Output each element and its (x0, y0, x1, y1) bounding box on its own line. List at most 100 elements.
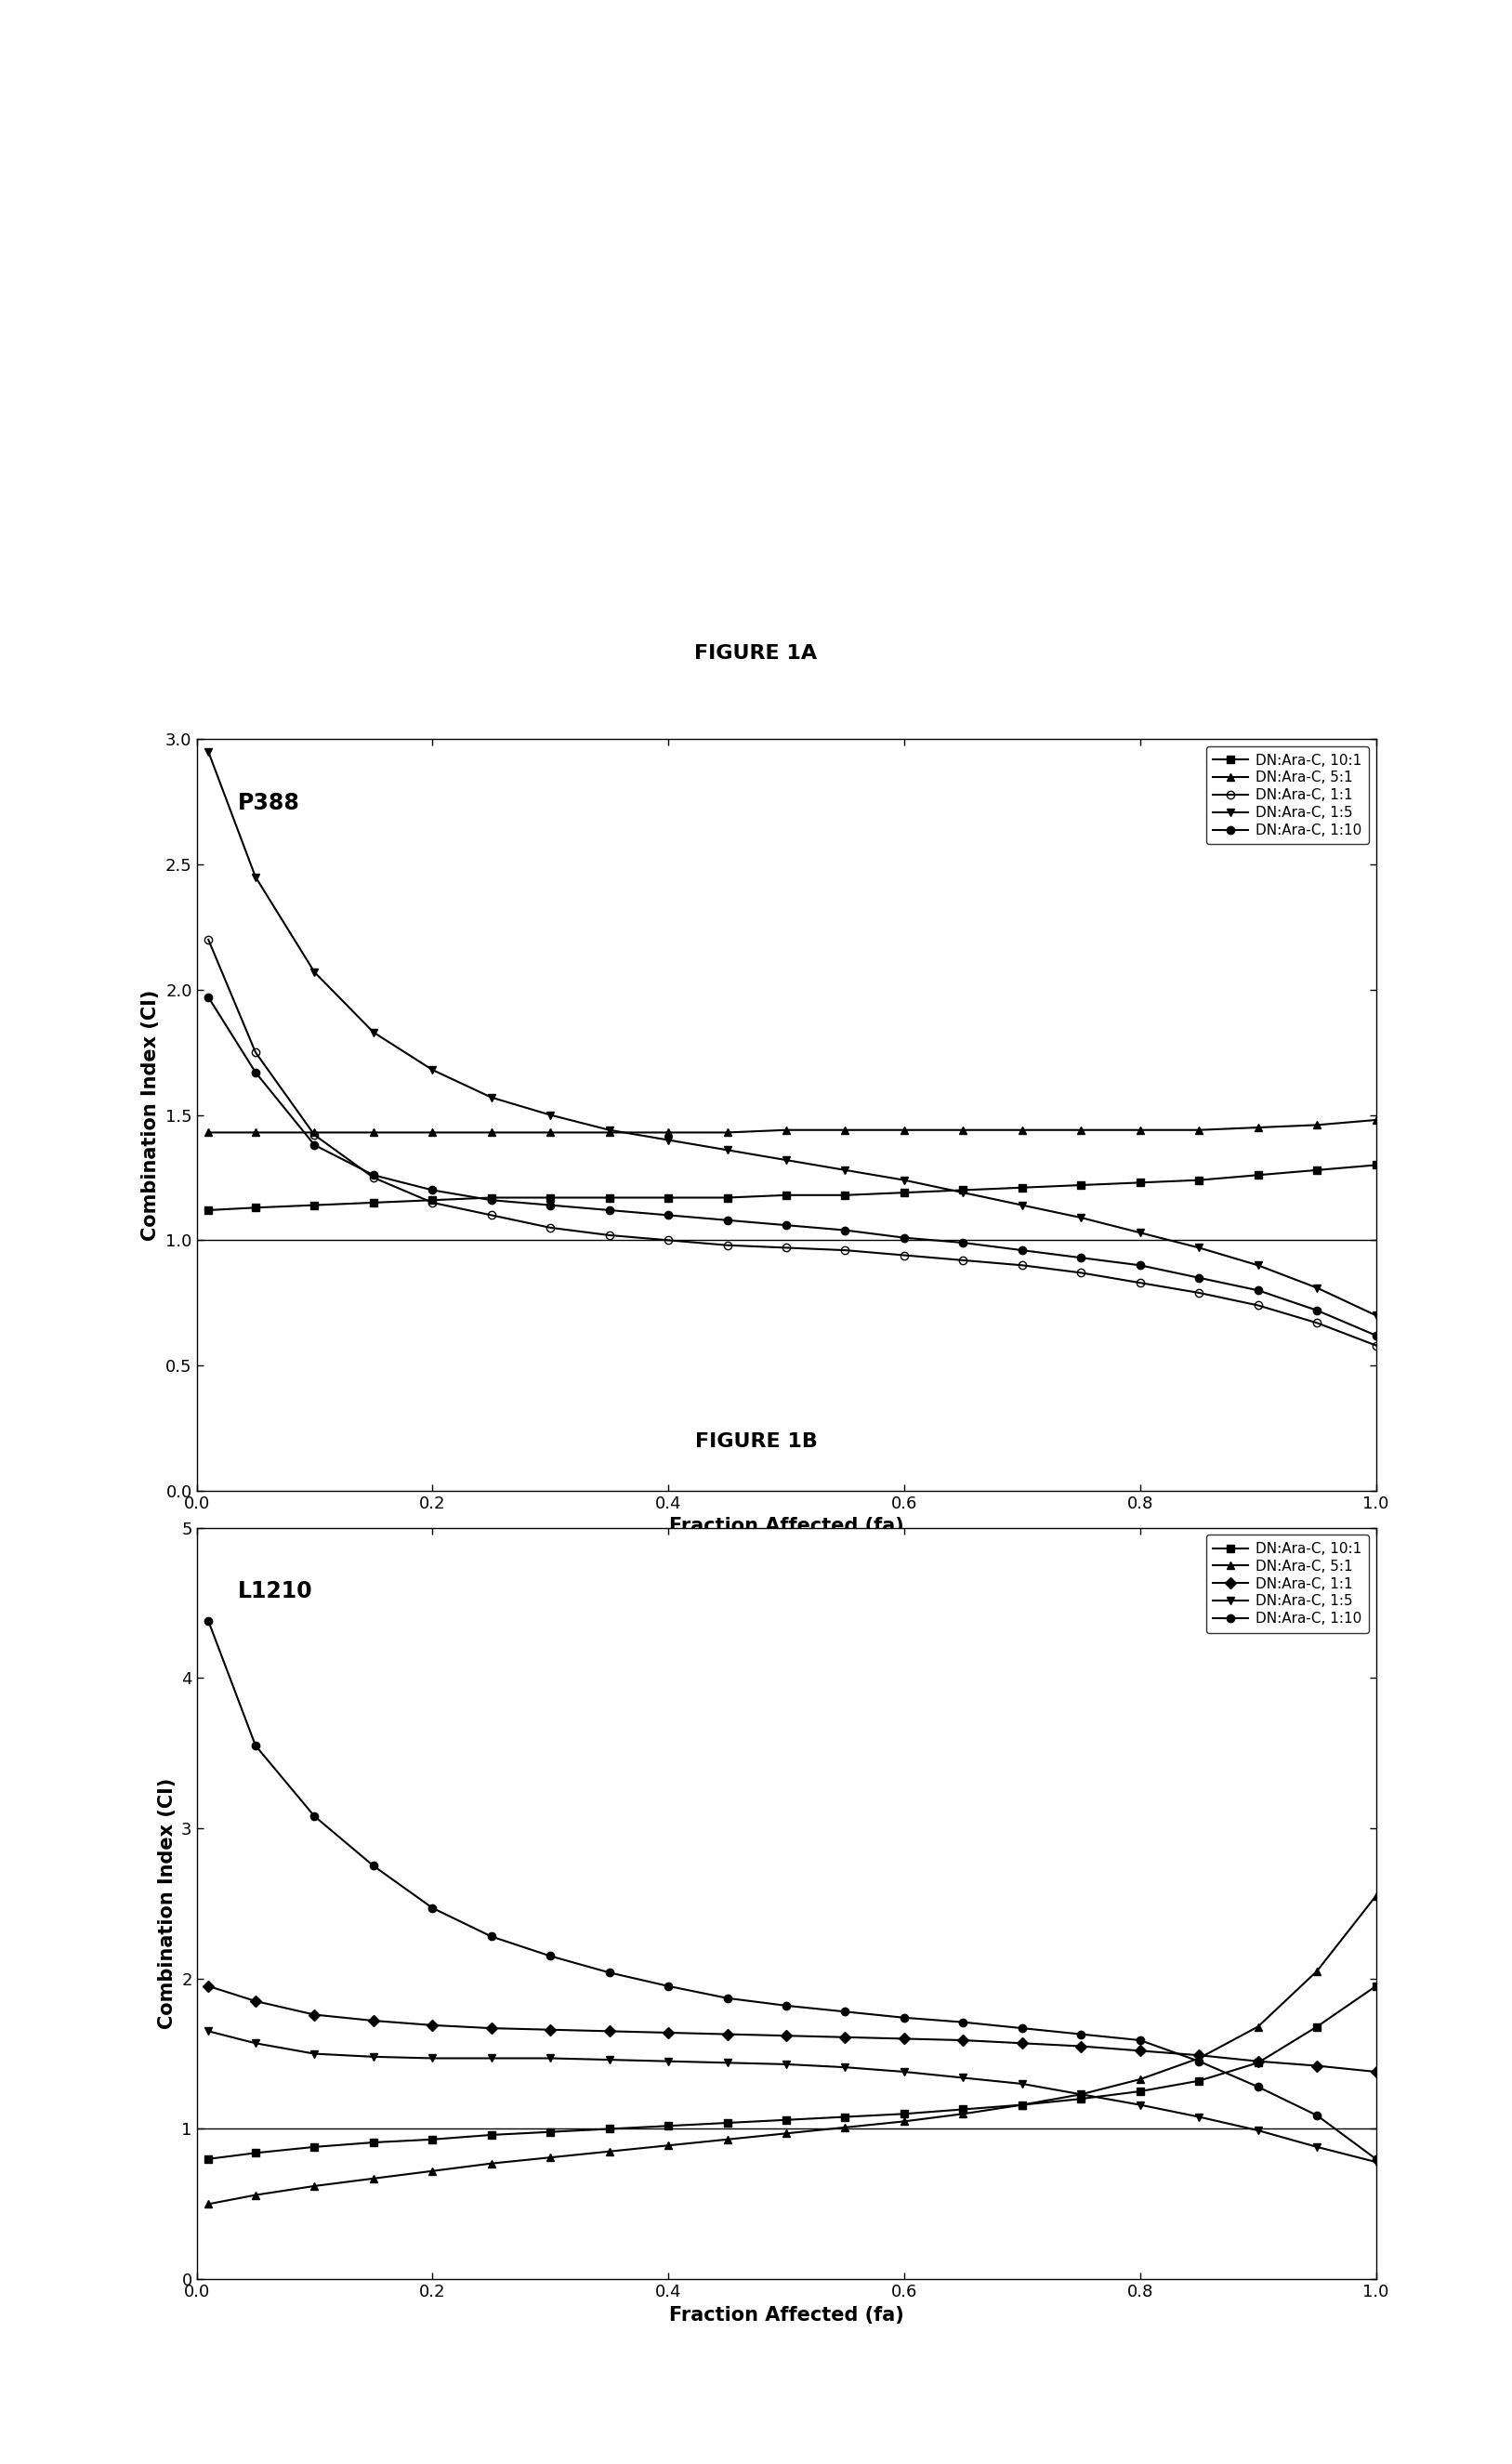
DN:Ara-C, 1:5 (954, 2062, 972, 2092)
DN:Ara-C, 1:10 (1308, 1296, 1326, 1326)
DN:Ara-C, 10:1 (541, 2117, 559, 2146)
DN:Ara-C, 1:1 (777, 2020, 795, 2050)
DN:Ara-C, 1:1 (954, 2025, 972, 2055)
Line: DN:Ara-C, 10:1: DN:Ara-C, 10:1 (204, 1161, 1380, 1215)
DN:Ara-C, 10:1 (246, 1193, 265, 1222)
DN:Ara-C, 1:10 (659, 1971, 677, 2001)
DN:Ara-C, 1:5 (1249, 1252, 1267, 1281)
DN:Ara-C, 5:1 (482, 2149, 500, 2178)
DN:Ara-C, 10:1 (1249, 2048, 1267, 2077)
DN:Ara-C, 1:1 (305, 2001, 324, 2030)
Y-axis label: Combination Index (CI): Combination Index (CI) (157, 1779, 177, 2028)
DN:Ara-C, 5:1 (1367, 1106, 1385, 1136)
DN:Ara-C, 1:10 (836, 1215, 854, 1244)
DN:Ara-C, 1:10 (541, 1190, 559, 1220)
DN:Ara-C, 10:1 (1131, 1168, 1149, 1198)
DN:Ara-C, 1:1 (1190, 2040, 1208, 2070)
DN:Ara-C, 1:5 (659, 2048, 677, 2077)
DN:Ara-C, 5:1 (1249, 2013, 1267, 2043)
DN:Ara-C, 10:1 (954, 1175, 972, 1205)
DN:Ara-C, 5:1 (659, 1119, 677, 1148)
DN:Ara-C, 1:1 (659, 1225, 677, 1254)
DN:Ara-C, 10:1 (305, 1190, 324, 1220)
DN:Ara-C, 1:5 (1308, 1274, 1326, 1303)
DN:Ara-C, 1:10 (1367, 1321, 1385, 1350)
DN:Ara-C, 10:1 (718, 2109, 736, 2139)
DN:Ara-C, 5:1 (364, 2163, 383, 2193)
DN:Ara-C, 10:1 (1249, 1161, 1267, 1190)
DN:Ara-C, 1:1 (1308, 1308, 1326, 1338)
DN:Ara-C, 1:5 (895, 1165, 913, 1195)
DN:Ara-C, 1:1 (364, 1163, 383, 1193)
DN:Ara-C, 10:1 (1308, 2013, 1326, 2043)
DN:Ara-C, 1:1 (482, 2013, 500, 2043)
DN:Ara-C, 10:1 (718, 1183, 736, 1212)
DN:Ara-C, 1:1 (895, 2023, 913, 2053)
DN:Ara-C, 1:1 (1013, 1252, 1031, 1281)
DN:Ara-C, 10:1 (423, 1185, 442, 1215)
DN:Ara-C, 10:1 (777, 1180, 795, 1210)
DN:Ara-C, 1:5 (1367, 2146, 1385, 2176)
DN:Ara-C, 5:1 (954, 2099, 972, 2129)
DN:Ara-C, 1:5 (423, 1055, 442, 1084)
Line: DN:Ara-C, 10:1: DN:Ara-C, 10:1 (204, 1981, 1380, 2163)
DN:Ara-C, 1:5 (777, 2050, 795, 2080)
DN:Ara-C, 10:1 (1308, 1156, 1326, 1185)
DN:Ara-C, 10:1 (541, 1183, 559, 1212)
DN:Ara-C, 1:1 (246, 1986, 265, 2016)
Text: FIGURE 1A: FIGURE 1A (694, 643, 818, 663)
DN:Ara-C, 1:10 (659, 1200, 677, 1230)
DN:Ara-C, 5:1 (200, 2188, 218, 2218)
DN:Ara-C, 10:1 (659, 1183, 677, 1212)
DN:Ara-C, 1:10 (541, 1942, 559, 1971)
DN:Ara-C, 5:1 (1190, 1116, 1208, 1146)
DN:Ara-C, 1:10 (482, 1185, 500, 1215)
DN:Ara-C, 1:5 (777, 1146, 795, 1175)
DN:Ara-C, 1:10 (895, 1222, 913, 1252)
DN:Ara-C, 1:10 (600, 1959, 618, 1988)
DN:Ara-C, 5:1 (1013, 1116, 1031, 1146)
DN:Ara-C, 1:5 (1072, 1202, 1090, 1232)
DN:Ara-C, 1:1 (305, 1121, 324, 1151)
DN:Ara-C, 5:1 (600, 2136, 618, 2166)
DN:Ara-C, 10:1 (423, 2124, 442, 2154)
DN:Ara-C, 1:5 (1190, 1232, 1208, 1262)
DN:Ara-C, 10:1 (836, 1180, 854, 1210)
DN:Ara-C, 1:5 (482, 1082, 500, 1111)
DN:Ara-C, 1:1 (246, 1037, 265, 1067)
DN:Ara-C, 5:1 (246, 1119, 265, 1148)
DN:Ara-C, 10:1 (200, 1195, 218, 1225)
DN:Ara-C, 1:10 (1308, 2102, 1326, 2131)
DN:Ara-C, 5:1 (836, 2112, 854, 2141)
DN:Ara-C, 5:1 (541, 2144, 559, 2173)
DN:Ara-C, 1:5 (600, 1116, 618, 1146)
DN:Ara-C, 5:1 (305, 1119, 324, 1148)
DN:Ara-C, 1:1 (541, 2016, 559, 2045)
DN:Ara-C, 10:1 (200, 2144, 218, 2173)
DN:Ara-C, 5:1 (364, 1119, 383, 1148)
DN:Ara-C, 10:1 (1367, 1971, 1385, 2001)
DN:Ara-C, 1:5 (482, 2043, 500, 2072)
DN:Ara-C, 10:1 (1072, 1170, 1090, 1200)
DN:Ara-C, 1:10 (200, 1607, 218, 1636)
DN:Ara-C, 1:5 (895, 2057, 913, 2087)
DN:Ara-C, 1:10 (482, 1922, 500, 1951)
DN:Ara-C, 1:5 (836, 1156, 854, 1185)
DN:Ara-C, 1:10 (718, 1205, 736, 1234)
DN:Ara-C, 1:5 (1367, 1301, 1385, 1331)
DN:Ara-C, 1:5 (1308, 2131, 1326, 2161)
DN:Ara-C, 1:10 (777, 1210, 795, 1239)
DN:Ara-C, 1:5 (718, 2048, 736, 2077)
DN:Ara-C, 1:10 (1190, 1264, 1208, 1294)
DN:Ara-C, 10:1 (600, 2114, 618, 2144)
DN:Ara-C, 1:10 (836, 1996, 854, 2025)
DN:Ara-C, 1:1 (1190, 1279, 1208, 1308)
Line: DN:Ara-C, 1:10: DN:Ara-C, 1:10 (204, 1616, 1380, 2163)
DN:Ara-C, 1:10 (246, 1057, 265, 1087)
DN:Ara-C, 1:10 (364, 1850, 383, 1880)
DN:Ara-C, 1:10 (1013, 1234, 1031, 1264)
DN:Ara-C, 5:1 (777, 1116, 795, 1146)
DN:Ara-C, 5:1 (600, 1119, 618, 1148)
DN:Ara-C, 1:10 (200, 983, 218, 1013)
DN:Ara-C, 5:1 (200, 1119, 218, 1148)
